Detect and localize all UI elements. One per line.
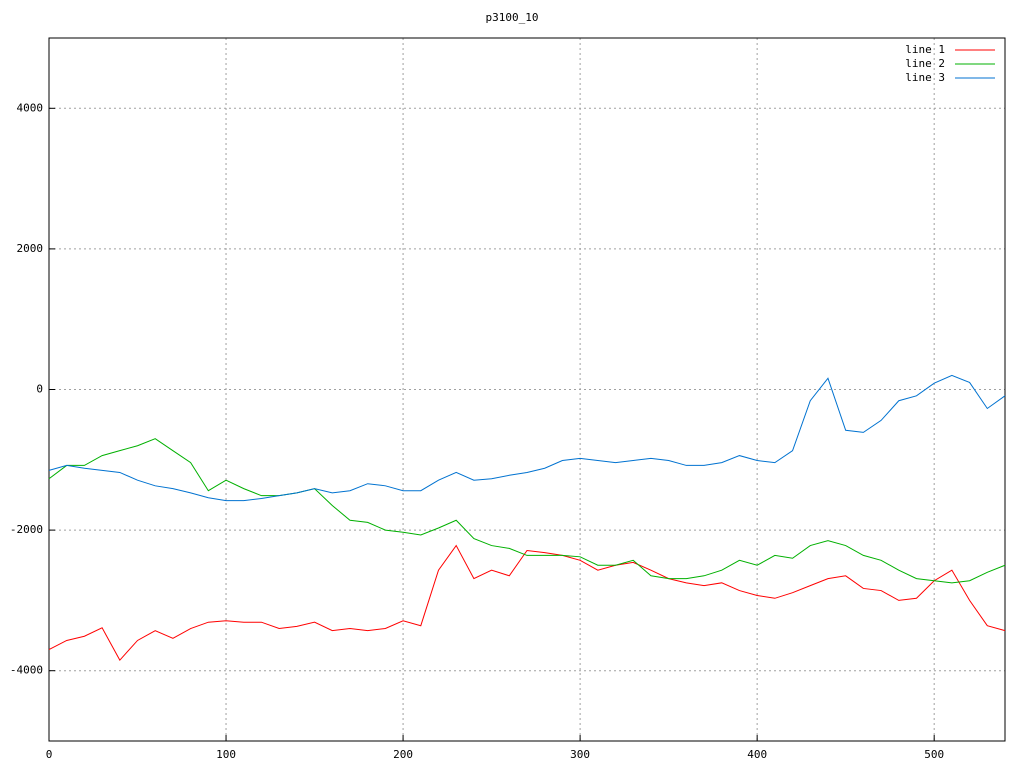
- legend-label: line 2: [905, 57, 945, 70]
- chart-title: p3100_10: [486, 11, 539, 24]
- data-line: [48, 374, 1006, 502]
- x-tick-label: 400: [747, 748, 767, 761]
- x-tick-label: 0: [46, 748, 53, 761]
- data-line: [48, 438, 1006, 584]
- y-tick-label: -2000: [10, 523, 43, 536]
- y-tick-label: 0: [36, 383, 43, 396]
- data-line: [48, 544, 1006, 662]
- x-tick-label: 100: [216, 748, 236, 761]
- y-tick-label: 2000: [17, 242, 44, 255]
- x-tick-label: 200: [393, 748, 413, 761]
- plot-frame: [48, 37, 1006, 742]
- legend-label: line 1: [905, 43, 945, 56]
- x-tick-label: 500: [924, 748, 944, 761]
- y-tick-label: 4000: [17, 101, 44, 114]
- x-tick-label: 300: [570, 748, 590, 761]
- y-tick-label: -4000: [10, 664, 43, 677]
- legend-label: line 3: [905, 71, 945, 84]
